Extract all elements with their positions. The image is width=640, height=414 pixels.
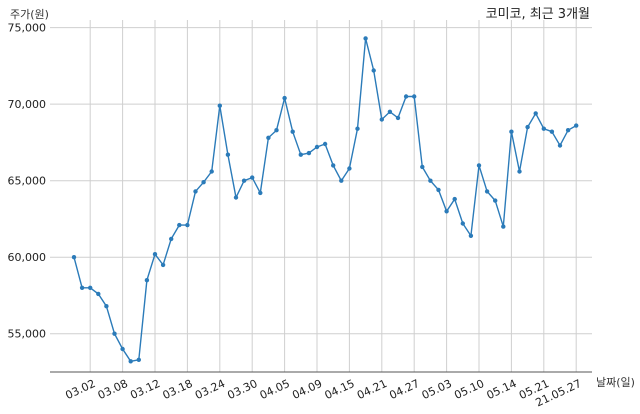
data-point [403,94,409,99]
x-tick-label: 03.24 [193,377,227,402]
data-point [322,141,328,147]
data-point [460,221,465,226]
data-point [444,209,449,214]
x-tick-label: 03.18 [161,377,195,402]
chart-title: 코미코, 최근 3개월 [486,7,590,22]
data-point [412,94,417,99]
data-point [428,178,433,183]
data-point [517,169,522,174]
data-point [96,291,101,297]
x-tick-label: 04.05 [258,377,292,402]
data-point [274,128,279,133]
data-point [339,178,344,183]
y-tick-label: 60,000 [8,251,47,264]
data-point [420,164,425,170]
data-point [468,233,474,238]
x-tick-label: 04.27 [387,377,421,402]
data-point [565,128,571,133]
data-point [395,115,401,121]
y-tick-labels: 55,000 60,000 65,000 70,000 75,000 [8,22,47,341]
series-line [73,38,577,363]
data-point [185,222,190,228]
data-point [298,152,303,157]
data-point [233,195,239,200]
data-point [557,143,563,148]
data-point [104,304,109,309]
data-point [493,198,498,203]
data-point [355,126,360,131]
data-point [533,111,538,116]
y-tick-label: 55,000 [8,328,47,341]
data-point [452,196,457,202]
data-point [225,152,231,157]
data-point [79,285,85,290]
data-point [379,117,384,122]
data-point [363,36,368,41]
series [71,36,579,364]
data-point [193,189,198,194]
data-point [525,124,530,130]
grid [50,20,592,372]
data-point [258,190,263,196]
data-point [241,178,247,183]
x-tick-label: 04.09 [290,377,324,402]
y-tick-label: 65,000 [8,175,47,188]
data-point [306,150,312,156]
data-point [88,285,93,290]
data-point [201,180,206,185]
data-point [152,252,158,257]
data-point [266,135,271,140]
x-tick-label: 04.21 [355,377,389,402]
data-point [501,224,506,229]
x-tick-label: 03.02 [63,377,97,402]
data-point [314,144,320,150]
data-point [509,129,514,134]
x-tick-labels: 03.0203.0803.1203.1803.2403.3004.0504.09… [63,377,583,409]
data-point [160,262,166,268]
data-point [484,189,490,194]
data-point [71,255,77,260]
data-point [387,109,393,115]
data-point [282,95,287,101]
x-tick-label: 03.12 [128,377,162,402]
data-point [144,278,150,283]
data-point [331,163,336,168]
data-point [136,357,141,362]
data-point [169,236,174,242]
x-tick-label: 05.14 [485,377,519,402]
data-point [112,331,117,336]
x-axis-title: 날짜(일) [596,375,635,389]
data-point [217,103,222,108]
data-point [371,68,376,73]
data-point [549,129,555,134]
data-point [476,163,482,168]
y-tick-label: 75,000 [8,22,47,35]
data-point [128,359,133,364]
data-point [177,222,182,228]
x-tick-label: 03.30 [225,377,259,402]
data-point [120,346,125,352]
x-tick-label: 04.15 [323,377,357,402]
data-point [250,175,255,180]
data-point [209,169,214,174]
data-point [436,187,441,193]
data-point [290,129,295,134]
x-tick-label: 03.08 [96,377,130,402]
data-point [574,123,579,128]
x-tick-label: 05.03 [420,377,454,402]
data-point [347,166,352,171]
y-tick-label: 70,000 [8,98,47,111]
y-axis-title: 주가(원) [10,8,49,21]
x-tick-label: 05.10 [452,377,486,402]
data-point [541,126,546,131]
